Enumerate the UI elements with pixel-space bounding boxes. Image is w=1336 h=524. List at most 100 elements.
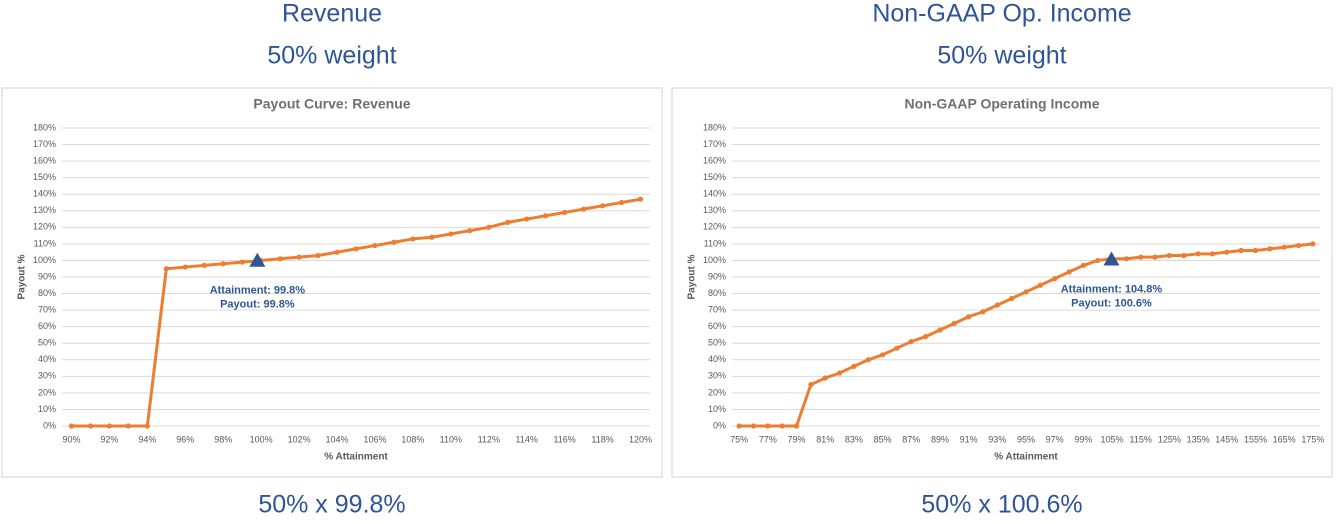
attainment-marker	[249, 252, 266, 267]
y-tick-label: 180%	[703, 122, 726, 132]
data-point	[966, 314, 972, 320]
data-point	[1252, 247, 1259, 254]
x-tick-label: 100%	[250, 434, 273, 444]
y-tick-label: 110%	[34, 238, 56, 248]
x-tick-label: 96%	[176, 434, 194, 444]
y-tick-label: 70%	[38, 304, 56, 314]
data-point	[1195, 251, 1201, 257]
x-tick-label: 99%	[1074, 434, 1092, 444]
chart-title: Payout Curve: Revenue	[253, 96, 410, 112]
attainment-marker	[1103, 251, 1120, 266]
data-point	[505, 219, 511, 225]
x-tick-label: 97%	[1046, 434, 1064, 444]
x-tick-label: 145%	[1215, 434, 1238, 444]
x-tick-label: 105%	[1101, 434, 1124, 444]
data-point	[448, 231, 454, 237]
data-point	[951, 320, 957, 326]
data-point	[429, 234, 435, 240]
data-point	[1023, 289, 1029, 295]
data-point	[372, 242, 378, 249]
data-point	[543, 213, 549, 219]
y-tick-label: 10%	[708, 404, 726, 414]
data-point	[937, 327, 943, 333]
data-point	[125, 423, 131, 429]
data-point	[524, 216, 530, 222]
y-tick-label: 60%	[38, 321, 56, 331]
data-point	[908, 338, 914, 345]
y-tick-label: 0%	[43, 420, 56, 430]
data-point	[410, 236, 416, 242]
data-point	[1152, 254, 1158, 260]
x-tick-label: 175%	[1301, 434, 1324, 444]
x-tick-label: 104%	[326, 434, 349, 444]
y-tick-label: 150%	[703, 172, 726, 182]
x-tick-label: 83%	[845, 434, 863, 444]
data-point	[1052, 276, 1058, 282]
y-tick-label: 50%	[708, 338, 726, 348]
y-tick-label: 100%	[703, 255, 726, 265]
data-point	[220, 261, 226, 267]
marker-annotation: Payout: 100.6%	[1071, 297, 1152, 309]
x-axis-label: % Attainment	[324, 452, 388, 463]
panel-weight: 50% weight	[937, 42, 1066, 70]
data-point	[581, 206, 587, 212]
x-tick-label: 95%	[1017, 434, 1035, 444]
panel-weight: 50% weight	[267, 42, 396, 70]
data-point	[1281, 244, 1287, 250]
x-tick-label: 77%	[759, 434, 777, 444]
x-tick-label: 106%	[363, 434, 386, 444]
data-point	[1310, 241, 1316, 247]
marker-annotation: Attainment: 99.8%	[210, 285, 306, 297]
data-point	[144, 423, 150, 429]
x-tick-label: 114%	[516, 434, 538, 444]
y-tick-label: 30%	[708, 371, 726, 381]
data-point	[879, 352, 886, 358]
data-point	[296, 254, 302, 260]
y-tick-label: 140%	[33, 189, 56, 199]
x-tick-label: 92%	[100, 434, 118, 444]
y-tick-label: 70%	[708, 304, 726, 314]
data-point	[1295, 242, 1302, 249]
y-tick-label: 170%	[703, 139, 726, 149]
y-tick-label: 80%	[708, 288, 726, 298]
data-point	[315, 252, 321, 259]
x-tick-label: 135%	[1187, 434, 1210, 444]
data-point	[1209, 251, 1216, 257]
data-point	[106, 423, 113, 429]
data-point	[1037, 282, 1043, 288]
data-point	[1166, 252, 1173, 259]
data-point	[779, 423, 785, 429]
y-tick-label: 80%	[38, 288, 56, 298]
x-tick-label: 89%	[931, 434, 949, 444]
panel-formula: 50% x 99.8%	[258, 491, 405, 519]
y-tick-label: 170%	[33, 139, 56, 149]
x-tick-label: 85%	[874, 434, 892, 444]
panel-formula: 50% x 100.6%	[921, 491, 1082, 519]
y-tick-label: 0%	[713, 420, 726, 430]
chart-frame	[671, 87, 1333, 478]
x-tick-label: 102%	[288, 434, 311, 444]
data-point	[637, 196, 644, 202]
x-tick-label: 120%	[629, 434, 652, 444]
x-tick-label: 87%	[902, 434, 920, 444]
data-point	[1066, 269, 1072, 275]
y-tick-label: 130%	[703, 205, 726, 215]
y-tick-label: 90%	[38, 271, 56, 281]
data-point	[68, 423, 75, 429]
data-point	[391, 239, 397, 245]
x-tick-label: 93%	[988, 434, 1006, 444]
data-point	[793, 423, 800, 429]
data-point	[750, 423, 757, 429]
data-point	[239, 259, 245, 265]
data-point	[201, 262, 207, 269]
data-point	[163, 266, 169, 272]
marker-annotation: Payout: 99.8%	[220, 299, 295, 311]
x-tick-label: 116%	[553, 434, 575, 444]
y-tick-label: 140%	[703, 189, 726, 199]
y-tick-label: 60%	[708, 321, 726, 331]
y-axis-label: Payout %	[687, 254, 698, 299]
x-tick-label: 98%	[214, 434, 232, 444]
x-tick-label: 165%	[1273, 434, 1296, 444]
x-tick-label: 90%	[62, 434, 80, 444]
